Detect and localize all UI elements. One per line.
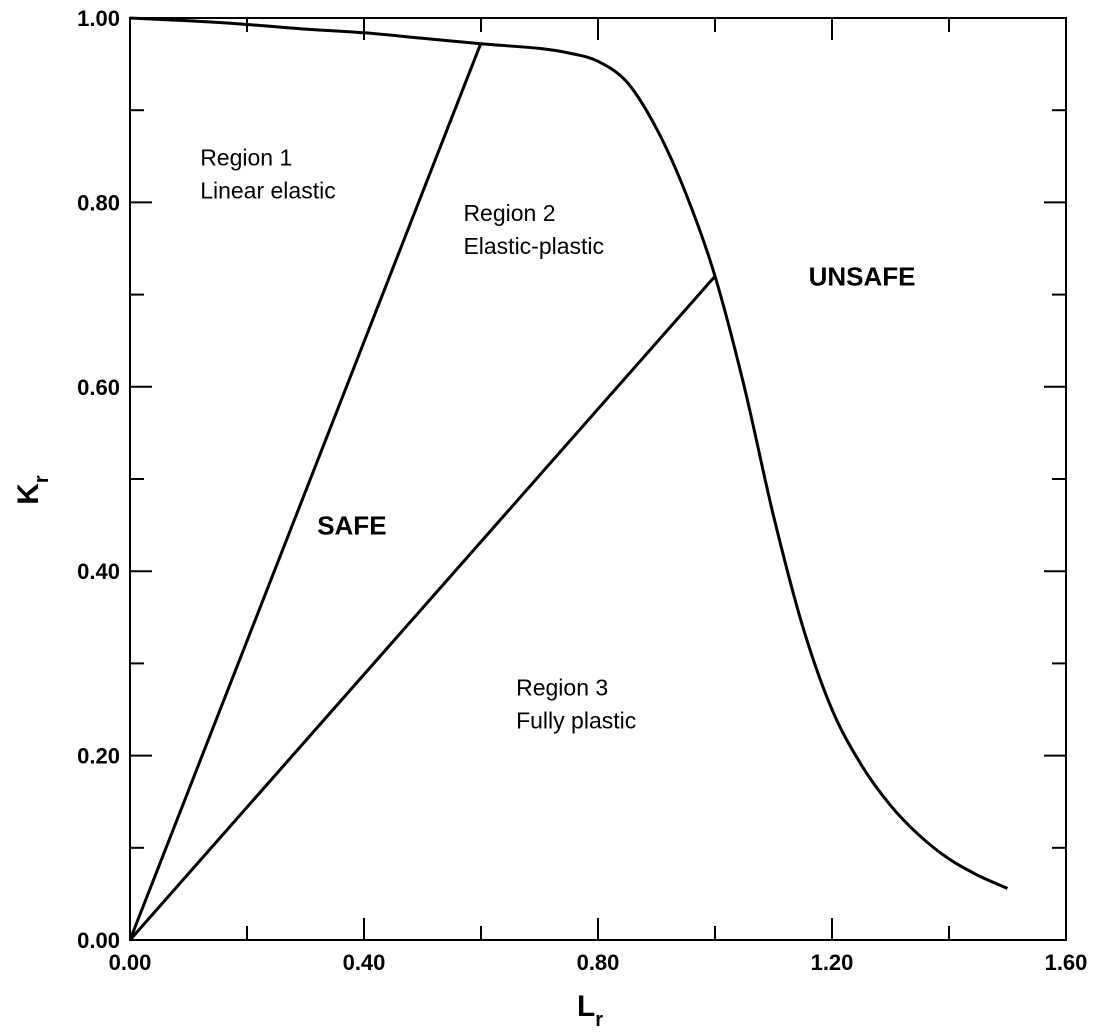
y-axis-title: Kr [12,475,53,505]
annotation-line: UNSAFE [809,261,916,291]
annotations: Region 1 Linear elastic Region 2 Elastic-pl… [200,145,915,734]
tick-labels: 0.00 0.40 0.80 1.20 1.60 0.00 0.20 0.40 0.60 0.80… [77,6,1087,975]
y-axis-title-sub: r [31,475,53,483]
series-line-2 [128,42,483,941]
y-tick-label: 0.00 [77,928,120,953]
x-tick-label: 1.20 [811,950,854,975]
series-layer [128,16,1009,941]
x-axis-title: Lr [577,990,603,1031]
y-tick-label: 1.00 [77,6,120,31]
x-tick-label: 1.60 [1045,950,1088,975]
x-tick-label: 0.40 [343,950,386,975]
annotation-line: Linear elastic [200,178,336,204]
series-line-1 [129,16,1009,890]
annotation-line: Elastic-plastic [463,233,604,259]
annotation-line: Fully plastic [516,708,636,734]
y-tick-label: 0.80 [77,190,120,215]
annotation-2: Region 2 Elastic-plastic [463,200,604,259]
x-axis-title-sub: r [595,1009,603,1031]
y-tick-label: 0.40 [77,559,120,584]
annotation-line: Region 2 [463,200,555,226]
annotation-5: UNSAFE [809,261,916,291]
x-tick-label: 0.80 [577,950,620,975]
annotation-4: SAFE [317,510,386,540]
x-tick-label: 0.00 [109,950,152,975]
series-line-3 [128,275,717,941]
annotation-line: Region 1 [200,145,292,171]
annotation-line: Region 3 [516,675,608,701]
y-tick-label: 0.60 [77,375,120,400]
annotation-3: Region 3 Fully plastic [516,675,636,734]
annotation-line: SAFE [317,510,386,540]
y-axis-title-main: K [12,483,45,505]
axis-ticks [129,17,1067,941]
y-tick-label: 0.20 [77,744,120,769]
annotation-1: Region 1 Linear elastic [200,145,336,204]
x-axis-title-main: L [577,990,595,1023]
